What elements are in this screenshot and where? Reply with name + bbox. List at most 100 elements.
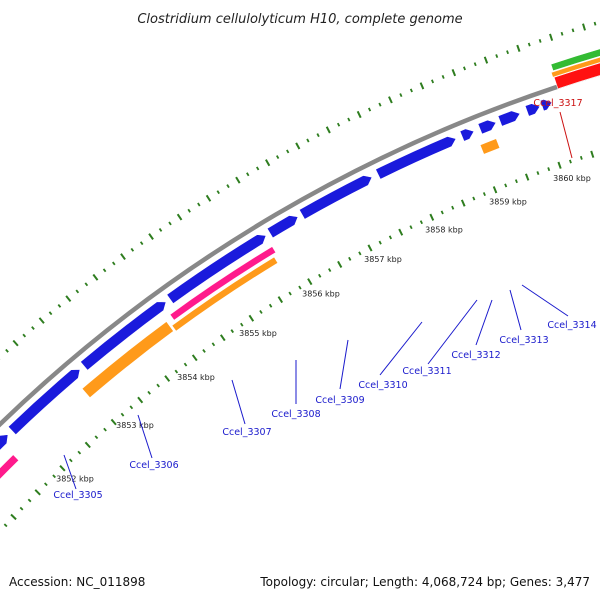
- minor-tick: [504, 183, 508, 188]
- gene-label-leader: [559, 111, 573, 159]
- feature-orange: [479, 138, 501, 155]
- gene-label-leader: [509, 289, 522, 331]
- minor-tick: [259, 310, 263, 314]
- gene-arrow: [539, 99, 553, 112]
- major-tick: [38, 317, 45, 324]
- major-tick: [295, 142, 301, 150]
- minor-tick: [3, 523, 8, 528]
- gene-label: Ccel_3317: [533, 98, 582, 109]
- feature-pink: [0, 454, 20, 480]
- gene-arrow: [166, 234, 267, 304]
- tick-label: 3854 kbp: [177, 373, 215, 382]
- minor-tick: [44, 482, 48, 487]
- major-tick: [148, 233, 154, 240]
- major-tick: [419, 82, 425, 90]
- major-tick: [367, 244, 373, 252]
- minor-tick: [5, 348, 9, 353]
- tick-label: 3856 kbp: [302, 290, 340, 299]
- major-tick: [164, 375, 171, 382]
- tick-label: 3858 kbp: [425, 225, 463, 234]
- minor-tick: [538, 38, 542, 43]
- minor-tick: [31, 326, 35, 330]
- map-title: Clostridium cellulolyticum H10, complete…: [137, 12, 462, 27]
- major-tick: [524, 173, 530, 181]
- major-tick: [205, 194, 212, 202]
- gene-arrow: [375, 136, 457, 180]
- minor-tick: [197, 202, 201, 207]
- minor-tick: [230, 329, 234, 334]
- gene-arrow: [80, 301, 167, 371]
- major-tick: [356, 110, 362, 119]
- minor-tick: [112, 261, 116, 266]
- accession-text: Accession: NC_011898: [9, 575, 145, 589]
- major-tick: [483, 56, 489, 64]
- gene-arrow: [477, 119, 497, 135]
- minor-tick: [27, 498, 32, 503]
- minor-tick: [399, 93, 403, 98]
- gene-label: Ccel_3311: [402, 366, 451, 377]
- gene-label-leader: [379, 321, 423, 376]
- major-tick: [137, 396, 144, 404]
- minor-tick: [318, 273, 322, 278]
- minor-tick: [158, 228, 163, 232]
- feature-orange: [81, 321, 174, 399]
- minor-tick: [441, 74, 445, 79]
- major-tick: [451, 68, 457, 77]
- feature-red: [553, 62, 600, 90]
- minor-tick: [358, 251, 362, 256]
- minor-tick: [506, 50, 509, 55]
- minor-tick: [495, 54, 499, 59]
- minor-tick: [52, 474, 57, 479]
- minor-tick: [202, 349, 206, 353]
- minor-tick: [139, 241, 144, 246]
- minor-tick: [183, 362, 188, 367]
- minor-tick: [211, 342, 216, 347]
- major-tick: [549, 33, 554, 41]
- gene-label: Ccel_3305: [53, 490, 102, 501]
- minor-tick: [57, 303, 62, 308]
- minor-tick: [419, 220, 423, 225]
- minor-tick: [77, 450, 82, 455]
- tick-label: 3860 kbp: [553, 174, 591, 183]
- minor-tick: [348, 256, 352, 261]
- minor-tick: [409, 88, 413, 93]
- minor-tick: [547, 167, 551, 172]
- gene-label-leader: [427, 299, 478, 365]
- genome-summary-text: Topology: circular; Length: 4,068,724 bp…: [259, 575, 590, 589]
- tick-label: 3855 kbp: [239, 329, 277, 338]
- major-tick: [590, 150, 595, 158]
- minor-tick: [68, 458, 73, 463]
- minor-tick: [246, 172, 250, 177]
- tick-label: 3853 kbp: [116, 421, 154, 430]
- tick-label: 3857 kbp: [364, 255, 402, 264]
- major-tick: [265, 159, 271, 167]
- major-tick: [191, 354, 198, 362]
- gene-arrow: [7, 369, 81, 436]
- minor-tick: [482, 192, 486, 197]
- major-tick: [337, 260, 343, 268]
- major-tick: [492, 186, 498, 194]
- inner-tick-track: [3, 150, 595, 528]
- minor-tick: [75, 289, 80, 294]
- major-tick: [235, 176, 241, 184]
- minor-tick: [336, 122, 341, 127]
- gene-arrow: [0, 434, 9, 451]
- major-tick: [219, 334, 226, 342]
- minor-tick: [298, 285, 302, 290]
- tick-label: 3852 kbp: [56, 474, 94, 483]
- gene-label: Ccel_3310: [358, 380, 407, 391]
- minor-tick: [286, 149, 290, 154]
- minor-tick: [378, 240, 382, 245]
- gene-label-leader: [521, 284, 569, 317]
- major-tick: [582, 23, 586, 31]
- gene-label-leader: [137, 414, 153, 459]
- gene-arrow: [497, 110, 521, 127]
- minor-tick: [473, 62, 477, 67]
- genome-backbone: [0, 71, 600, 428]
- minor-tick: [378, 102, 382, 107]
- minor-tick: [275, 155, 280, 160]
- major-tick: [248, 314, 255, 322]
- feature-tracks: [0, 48, 600, 480]
- minor-tick: [19, 506, 24, 511]
- minor-tick: [463, 66, 466, 71]
